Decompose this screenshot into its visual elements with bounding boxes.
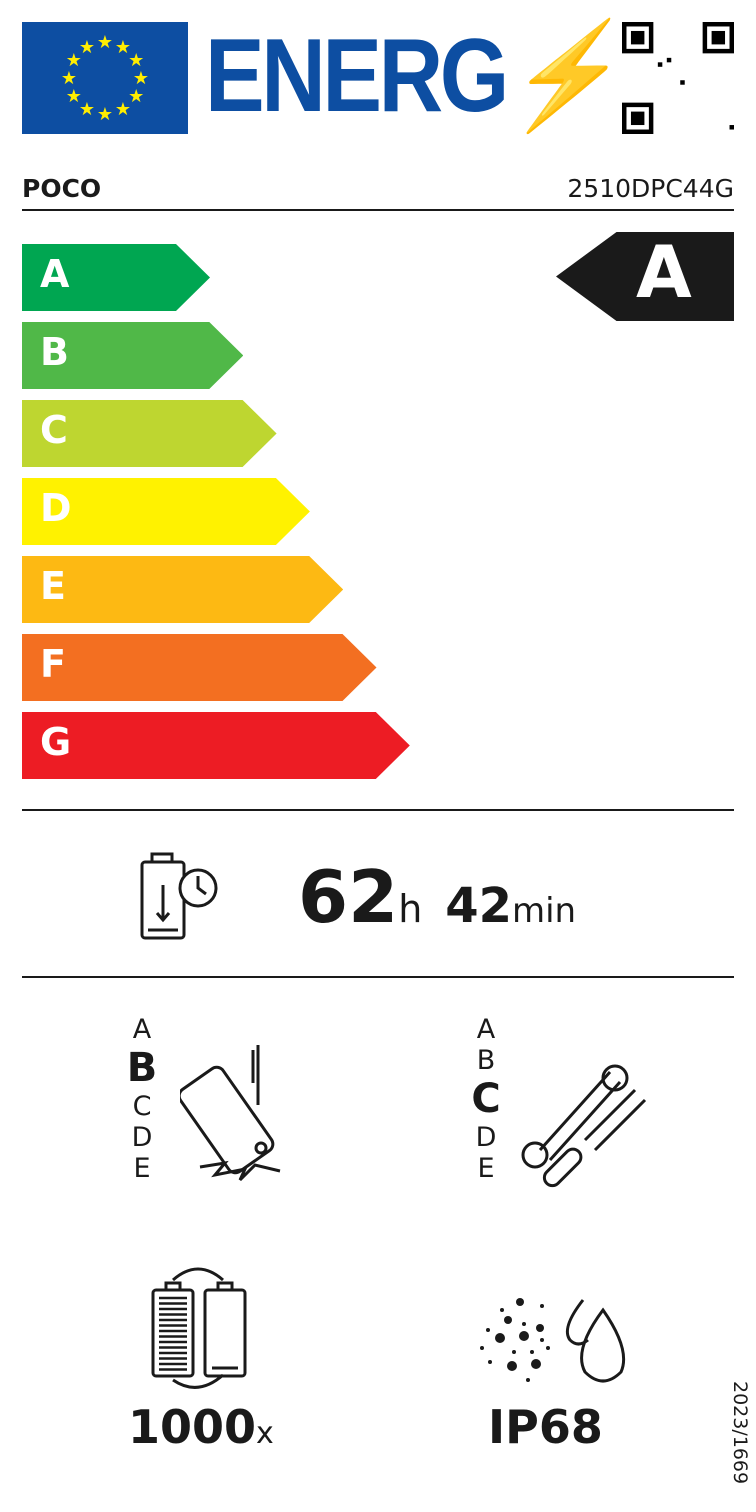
star-icon: ★ xyxy=(128,50,144,71)
energy-class-bar-c: C xyxy=(22,400,277,467)
regulation-number: 2023/1669 xyxy=(729,1381,751,1485)
battery-endurance: 62h 42min xyxy=(298,855,577,939)
energy-logo: ENERG⚡ xyxy=(205,18,617,134)
divider xyxy=(22,809,734,811)
divider xyxy=(22,976,734,978)
supplier-name: POCO xyxy=(22,174,102,203)
energy-class-letter: A xyxy=(40,252,70,296)
model-identifier: 2510DPC44G xyxy=(567,174,734,203)
star-icon: ★ xyxy=(97,104,113,125)
energy-class-letter: D xyxy=(40,486,72,530)
energy-class-bar-f: F xyxy=(22,634,377,701)
star-icon: ★ xyxy=(128,86,144,107)
battery-cycles-icon xyxy=(151,1267,247,1389)
battery-endurance-icon xyxy=(140,852,218,940)
energy-class-bar-a: A xyxy=(22,244,210,311)
star-icon: ★ xyxy=(115,99,131,120)
divider xyxy=(22,209,734,211)
scale-letter: C xyxy=(132,1091,152,1122)
energy-class-letter: C xyxy=(40,408,68,452)
scale-letter: E xyxy=(133,1153,151,1184)
energy-class-bar-e: E xyxy=(22,556,344,623)
scale-letter: B xyxy=(126,1045,158,1091)
scale-letter: A xyxy=(132,1014,152,1045)
tools-icon xyxy=(521,1064,647,1188)
star-icon: ★ xyxy=(133,68,149,89)
battery-cycles: 1000x xyxy=(128,1400,274,1454)
star-icon: ★ xyxy=(79,37,95,58)
energy-class-letter: G xyxy=(40,720,72,764)
scale-letter: C xyxy=(471,1076,501,1122)
phone-drop-icon xyxy=(180,1045,281,1182)
star-icon: ★ xyxy=(79,99,95,120)
scale-letter: B xyxy=(476,1045,496,1076)
star-icon: ★ xyxy=(66,86,82,107)
energy-class-bar-d: D xyxy=(22,478,310,545)
star-icon: ★ xyxy=(61,68,77,89)
energy-class-bar-g: G xyxy=(22,712,410,779)
energy-class-letter: F xyxy=(40,642,66,686)
energy-class-letter: B xyxy=(40,330,69,374)
star-icon: ★ xyxy=(115,37,131,58)
rated-class-arrow: A xyxy=(556,232,734,321)
energy-class-bar-b: B xyxy=(22,322,244,389)
scale-letter: D xyxy=(131,1122,153,1153)
ingress-protection: IP68 xyxy=(488,1400,603,1454)
star-icon: ★ xyxy=(66,50,82,71)
scale-letter: A xyxy=(476,1014,496,1045)
dust-water-icon xyxy=(480,1298,626,1383)
qr-code-icon[interactable] xyxy=(622,22,734,134)
scale-letter: D xyxy=(475,1122,497,1153)
star-icon: ★ xyxy=(97,32,113,53)
energy-class-letter: E xyxy=(40,564,66,608)
scale-letter: E xyxy=(477,1153,495,1184)
eu-flag-icon: ★ ★ ★ ★ ★ ★ ★ ★ ★ ★ ★ ★ xyxy=(22,22,188,134)
